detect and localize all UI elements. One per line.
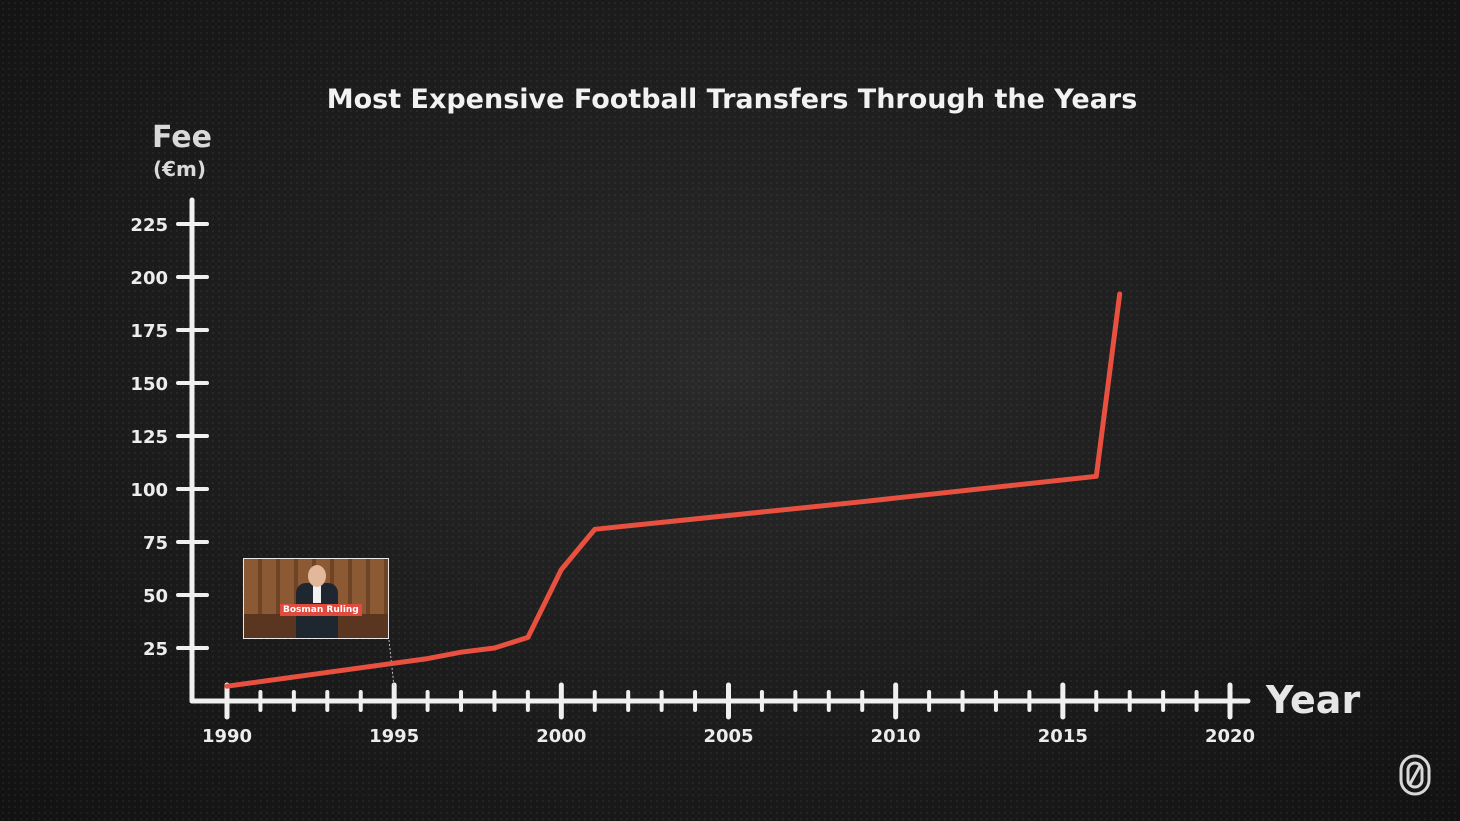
y-axis-label: Fee bbox=[152, 120, 212, 155]
y-tick-label: 150 bbox=[130, 374, 168, 395]
y-tick-label: 225 bbox=[130, 215, 168, 236]
y-tick-label: 25 bbox=[143, 639, 168, 660]
record-fee-line bbox=[224, 291, 1123, 689]
y-tick-label: 50 bbox=[143, 586, 168, 607]
y-tick-label: 200 bbox=[130, 268, 168, 289]
y-tick-label: 125 bbox=[130, 427, 168, 448]
y-tick-label: 175 bbox=[130, 321, 168, 342]
chart-title: Most Expensive Football Transfers Throug… bbox=[326, 84, 1138, 115]
thumbnail-shirt bbox=[313, 585, 321, 603]
bosman-ruling-thumbnail: Bosman Ruling bbox=[243, 558, 389, 639]
x-axis-label: Year bbox=[1266, 678, 1361, 722]
x-tick-label: 2015 bbox=[1038, 726, 1088, 747]
x-tick-label: 1995 bbox=[369, 726, 419, 747]
x-tick-label: 2020 bbox=[1205, 726, 1255, 747]
thumbnail-head bbox=[308, 565, 326, 587]
x-tick-label: 2010 bbox=[871, 726, 921, 747]
y-tick-label: 75 bbox=[143, 533, 168, 554]
y-tick-label: 100 bbox=[130, 480, 168, 501]
y-axis-unit: (€m) bbox=[153, 157, 207, 181]
x-tick-label: 2005 bbox=[703, 726, 753, 747]
bosman-ruling-label: Bosman Ruling bbox=[280, 604, 362, 616]
paperclip-logo-icon bbox=[1399, 754, 1431, 796]
x-tick-label: 1990 bbox=[202, 726, 252, 747]
x-tick-label: 2000 bbox=[536, 726, 586, 747]
